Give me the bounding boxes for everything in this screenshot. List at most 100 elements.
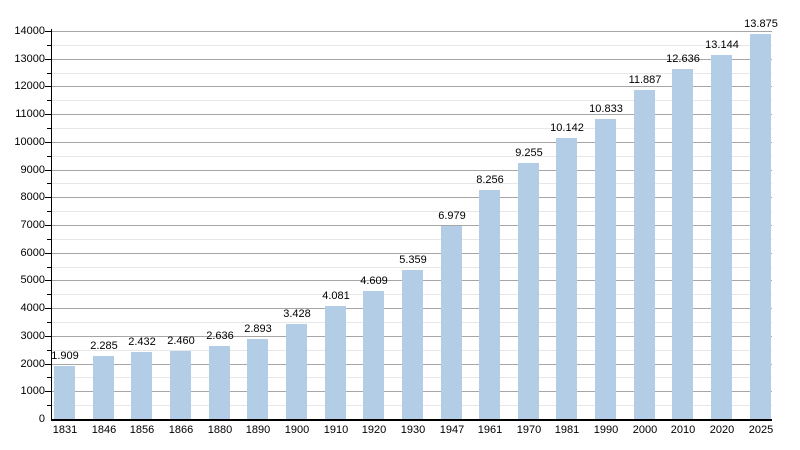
y-axis-tick [45, 142, 52, 143]
x-tick-label: 2020 [709, 424, 735, 436]
y-axis-tick [45, 308, 52, 309]
bar-value-label: 12.636 [666, 53, 700, 65]
bar-value-label: 2.285 [90, 340, 118, 352]
bar-value-label: 4.081 [322, 290, 350, 302]
bar [363, 291, 384, 419]
y-tick-label: 7000 [20, 219, 45, 231]
bar [750, 34, 771, 419]
y-axis-tick [45, 197, 52, 198]
y-axis-tick [47, 267, 52, 268]
y-axis-tick [45, 86, 52, 87]
x-tick-label: 1990 [593, 424, 619, 436]
y-axis-tick [47, 239, 52, 240]
y-axis-line [51, 29, 52, 421]
x-tick-label: 1981 [554, 424, 580, 436]
bar-value-label: 3.428 [283, 308, 311, 320]
bar [595, 119, 616, 419]
x-tick-label: 1920 [361, 424, 387, 436]
x-tick-label: 1856 [129, 424, 155, 436]
gridline-minor [52, 267, 772, 268]
x-tick-label: 2000 [632, 424, 658, 436]
y-tick-label: 0 [38, 413, 45, 425]
y-tick-label: 2000 [20, 358, 45, 370]
bar-value-label: 10.142 [550, 122, 584, 134]
bar-value-label: 11.887 [628, 74, 662, 86]
y-axis-tick [47, 128, 52, 129]
bar [479, 190, 500, 419]
bar [556, 138, 577, 419]
y-axis-tick [47, 350, 52, 351]
x-tick-label: 1846 [91, 424, 117, 436]
y-axis-tick [45, 391, 52, 392]
bar [634, 90, 655, 419]
bar-value-label: 13.875 [744, 18, 778, 30]
gridline-major [52, 31, 772, 32]
y-axis-tick [47, 45, 52, 46]
y-axis-tick [47, 377, 52, 378]
y-tick-label: 5000 [20, 274, 45, 286]
y-axis-tick [45, 253, 52, 254]
y-axis-tick [47, 322, 52, 323]
y-tick-label: 8000 [20, 191, 45, 203]
bar [402, 270, 423, 419]
bar [93, 356, 114, 419]
y-axis-tick [45, 336, 52, 337]
y-tick-label: 10000 [14, 136, 45, 148]
y-tick-label: 12000 [14, 80, 45, 92]
y-axis-tick [45, 225, 52, 226]
x-tick-label: 1831 [52, 424, 78, 436]
bar [286, 324, 307, 419]
bar-value-label: 6.979 [438, 210, 466, 222]
bar-value-label: 2.893 [244, 323, 272, 335]
bar [247, 339, 268, 419]
bar-value-label: 4.609 [360, 275, 388, 287]
bar-value-label: 2.432 [128, 336, 156, 348]
bar [441, 226, 462, 419]
x-tick-label: 1910 [323, 424, 349, 436]
y-tick-label: 14000 [14, 25, 45, 37]
bar-value-label: 2.636 [206, 330, 234, 342]
gridline-major [52, 142, 772, 143]
y-axis-tick [47, 156, 52, 157]
gridline-major [52, 86, 772, 87]
gridline-minor [52, 211, 772, 212]
bar [325, 306, 346, 419]
y-tick-label: 11000 [15, 108, 45, 120]
bar-value-label: 9.255 [515, 147, 543, 159]
y-tick-label: 9000 [20, 164, 45, 176]
gridline-minor [52, 73, 772, 74]
y-tick-label: 6000 [20, 247, 45, 259]
bar [518, 163, 539, 419]
bar-value-label: 8.256 [476, 174, 504, 186]
y-axis-tick [45, 170, 52, 171]
x-tick-label: 1930 [400, 424, 426, 436]
bar [672, 69, 693, 419]
bar-value-label: 10.833 [589, 103, 623, 115]
y-axis-tick [47, 100, 52, 101]
y-axis-tick [47, 405, 52, 406]
bar [131, 352, 152, 419]
x-axis-line [51, 419, 772, 421]
y-tick-label: 1000 [20, 385, 45, 397]
bar-value-label: 13.144 [705, 39, 739, 51]
x-tick-label: 1970 [516, 424, 542, 436]
x-tick-label: 2010 [670, 424, 696, 436]
bar [711, 55, 732, 419]
bar-value-label: 2.460 [167, 335, 195, 347]
x-tick-label: 1961 [477, 424, 503, 436]
gridline-major [52, 170, 772, 171]
gridline-minor [52, 128, 772, 129]
y-tick-label: 4000 [20, 302, 45, 314]
y-tick-label: 3000 [20, 330, 45, 342]
x-tick-label: 1866 [168, 424, 194, 436]
x-tick-label: 2025 [748, 424, 774, 436]
x-tick-label: 1890 [245, 424, 271, 436]
y-axis-tick [45, 364, 52, 365]
bar-value-label: 5.359 [399, 254, 427, 266]
bar-value-label: 1.909 [51, 350, 79, 362]
y-axis-tick [45, 31, 52, 32]
y-axis-tick [47, 211, 52, 212]
gridline-major [52, 225, 772, 226]
y-axis-tick [45, 114, 52, 115]
